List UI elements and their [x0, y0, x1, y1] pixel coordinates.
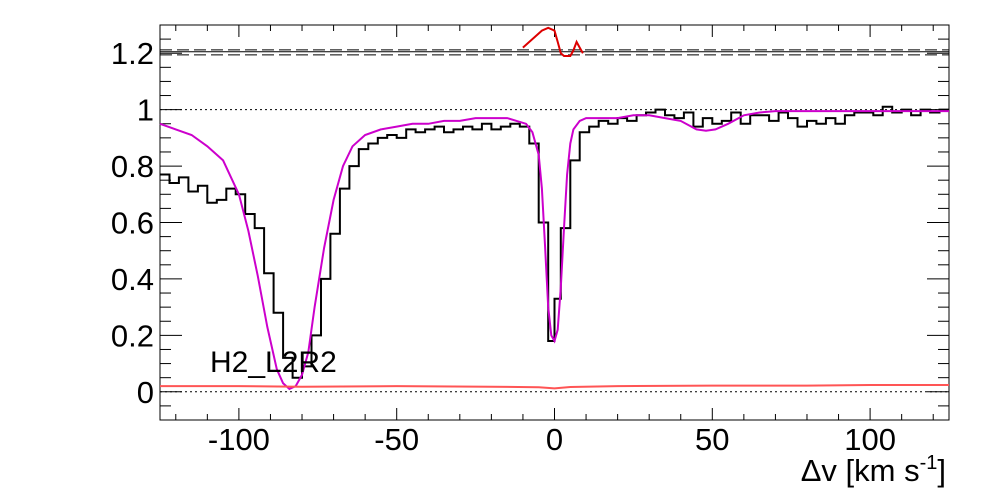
x-axis-title: Δv [km s-1]	[801, 452, 946, 488]
y-tick-label: 0.4	[111, 262, 154, 297]
x-tick-label: -50	[374, 422, 419, 457]
y-tick-label: 1	[137, 93, 154, 128]
y-tick-label: 1.2	[111, 36, 154, 71]
observed-flux-histogram	[160, 105, 949, 379]
y-tick-label: 0	[137, 375, 154, 410]
x-axis-title-superscript: -1	[920, 452, 938, 474]
series-layer	[159, 26, 949, 391]
residual-line	[522, 26, 584, 57]
axis-tick-labels: -100 -50 0 50 100 0 0.2 0.4 0.6 0.8 1 1.2	[111, 36, 896, 457]
x-tick-label: 50	[695, 422, 729, 457]
model-fit-curve	[159, 110, 949, 391]
y-tick-label: 0.8	[111, 149, 154, 184]
line-annotation: H2_L2R2	[210, 346, 337, 379]
y-tick-label: 0.2	[111, 318, 154, 353]
error-spectrum-line	[160, 384, 949, 390]
y-tick-label: 0.6	[111, 206, 154, 241]
x-axis-title-close: ]	[937, 453, 946, 488]
x-tick-label: 100	[844, 422, 896, 457]
x-tick-label: -100	[208, 422, 270, 457]
x-tick-label: 0	[546, 422, 563, 457]
axis-ticks	[160, 24, 949, 421]
